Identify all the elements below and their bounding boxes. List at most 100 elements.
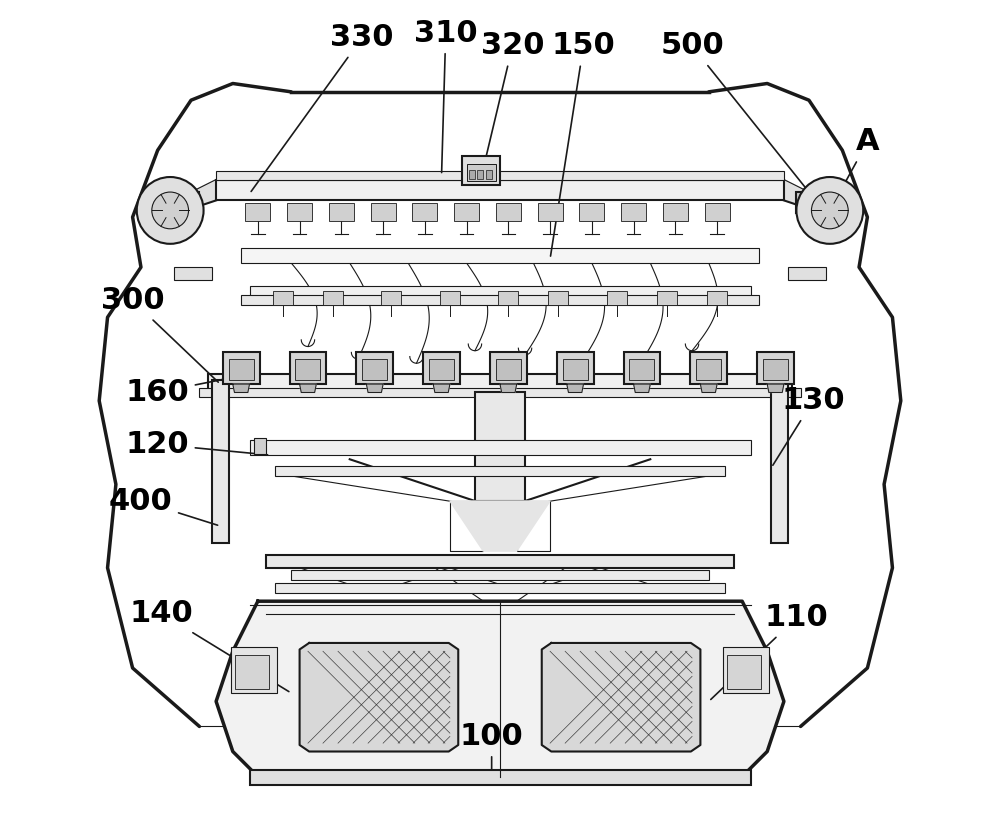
Text: 300: 300 bbox=[101, 286, 218, 382]
Bar bbox=[412, 203, 437, 221]
Text: 130: 130 bbox=[773, 387, 845, 465]
Bar bbox=[538, 203, 563, 221]
Bar bbox=[254, 438, 266, 454]
Bar bbox=[275, 466, 725, 476]
Bar bbox=[467, 164, 496, 181]
Bar bbox=[757, 352, 794, 384]
Text: 150: 150 bbox=[551, 32, 615, 256]
Bar bbox=[763, 359, 788, 380]
Polygon shape bbox=[216, 601, 784, 777]
Bar bbox=[629, 359, 654, 380]
Polygon shape bbox=[300, 643, 458, 752]
Bar bbox=[216, 171, 784, 180]
Bar bbox=[548, 291, 568, 305]
Bar bbox=[705, 203, 730, 221]
Polygon shape bbox=[700, 384, 717, 392]
Bar bbox=[557, 352, 594, 384]
Bar bbox=[229, 359, 254, 380]
Bar bbox=[788, 267, 826, 280]
Bar bbox=[250, 286, 750, 301]
Polygon shape bbox=[542, 643, 700, 752]
Bar bbox=[490, 352, 527, 384]
Text: 320: 320 bbox=[481, 32, 544, 173]
Bar bbox=[371, 203, 396, 221]
Bar bbox=[486, 170, 492, 179]
Bar bbox=[796, 192, 821, 213]
Polygon shape bbox=[450, 501, 550, 551]
Circle shape bbox=[811, 192, 848, 229]
Bar bbox=[231, 647, 277, 693]
Polygon shape bbox=[634, 384, 650, 392]
Bar bbox=[771, 380, 788, 543]
Bar bbox=[496, 203, 521, 221]
Bar bbox=[469, 170, 475, 179]
Bar bbox=[295, 359, 320, 380]
Bar bbox=[423, 352, 460, 384]
Bar bbox=[498, 291, 518, 305]
Bar bbox=[454, 203, 479, 221]
Polygon shape bbox=[233, 384, 250, 392]
Bar bbox=[657, 291, 677, 305]
Bar bbox=[496, 359, 521, 380]
Bar bbox=[216, 180, 784, 200]
Bar bbox=[727, 655, 761, 689]
Bar bbox=[707, 291, 727, 305]
Text: A: A bbox=[831, 128, 879, 208]
Circle shape bbox=[796, 177, 863, 244]
Bar bbox=[621, 203, 646, 221]
Bar bbox=[250, 770, 750, 785]
Bar bbox=[477, 170, 483, 179]
Polygon shape bbox=[366, 384, 383, 392]
Bar bbox=[579, 203, 604, 221]
Bar bbox=[212, 380, 229, 543]
Bar bbox=[624, 352, 660, 384]
Text: 330: 330 bbox=[251, 23, 394, 191]
Bar bbox=[250, 440, 750, 455]
Bar bbox=[362, 359, 387, 380]
Bar bbox=[241, 248, 759, 263]
Bar bbox=[199, 388, 801, 397]
Bar bbox=[475, 392, 525, 501]
Bar bbox=[563, 359, 588, 380]
Bar bbox=[245, 203, 270, 221]
Bar bbox=[462, 156, 500, 185]
Bar bbox=[356, 352, 393, 384]
Polygon shape bbox=[166, 180, 216, 217]
Bar bbox=[287, 203, 312, 221]
Bar bbox=[607, 291, 627, 305]
Bar bbox=[273, 291, 293, 305]
Bar bbox=[174, 192, 199, 213]
Bar bbox=[329, 203, 354, 221]
Bar bbox=[208, 374, 792, 392]
Text: 310: 310 bbox=[414, 19, 478, 173]
Polygon shape bbox=[300, 384, 316, 392]
Bar bbox=[223, 352, 260, 384]
Text: 400: 400 bbox=[109, 487, 218, 525]
Text: 110: 110 bbox=[711, 604, 828, 700]
Polygon shape bbox=[767, 384, 784, 392]
Bar bbox=[690, 352, 727, 384]
Bar bbox=[290, 352, 326, 384]
Bar bbox=[429, 359, 454, 380]
Text: 500: 500 bbox=[660, 32, 807, 190]
Bar bbox=[291, 570, 709, 580]
Bar bbox=[440, 291, 460, 305]
Bar bbox=[381, 291, 401, 305]
Bar bbox=[663, 203, 688, 221]
Bar bbox=[275, 583, 725, 593]
Text: 120: 120 bbox=[126, 430, 268, 458]
Bar bbox=[235, 655, 269, 689]
Text: 100: 100 bbox=[460, 722, 524, 774]
Circle shape bbox=[137, 177, 204, 244]
Polygon shape bbox=[567, 384, 584, 392]
Bar bbox=[323, 291, 343, 305]
Text: 160: 160 bbox=[126, 372, 259, 407]
Polygon shape bbox=[433, 384, 450, 392]
Bar bbox=[266, 555, 734, 568]
Bar bbox=[723, 647, 769, 693]
Circle shape bbox=[152, 192, 189, 229]
Text: 140: 140 bbox=[130, 600, 289, 691]
Polygon shape bbox=[784, 180, 834, 217]
Bar bbox=[696, 359, 721, 380]
Polygon shape bbox=[500, 384, 517, 392]
